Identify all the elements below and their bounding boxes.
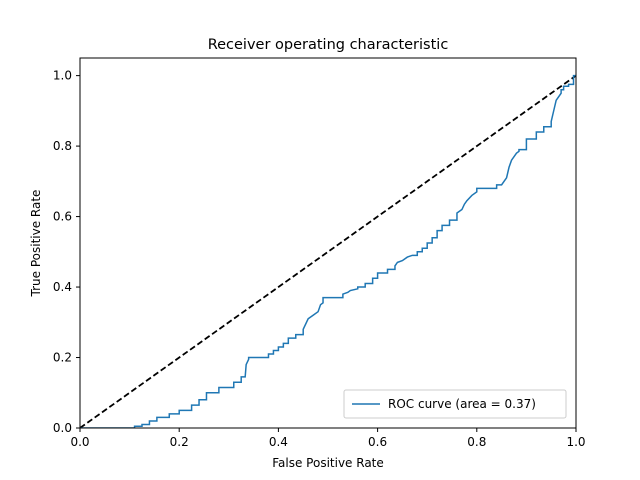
plot-layer	[80, 74, 576, 428]
x-tick-label: 0.8	[467, 435, 486, 449]
x-tick-label: 0.6	[368, 435, 387, 449]
legend: ROC curve (area = 0.37)	[343, 389, 567, 419]
y-tick-label: 1.0	[53, 69, 72, 83]
x-tick-label: 0.0	[70, 435, 89, 449]
roc-curve-line	[80, 74, 576, 428]
x-tick-label: 0.4	[269, 435, 288, 449]
axes-frame	[79, 57, 577, 429]
y-tick-label: 0.0	[53, 421, 72, 435]
chance-diagonal-line	[80, 74, 576, 428]
chart-title: Receiver operating characteristic	[208, 37, 449, 53]
y-axis-label: True Positive Rate	[29, 190, 43, 298]
x-axis-label: False Positive Rate	[272, 456, 384, 470]
x-tick-label: 0.2	[170, 435, 189, 449]
legend-box	[343, 389, 567, 419]
y-tick-label: 0.2	[53, 351, 72, 365]
legend-label-roc: ROC curve (area = 0.37)	[388, 397, 536, 411]
y-tick-label: 0.8	[53, 139, 72, 153]
y-tick-label: 0.6	[53, 210, 72, 224]
x-tick-label: 1.0	[566, 435, 585, 449]
y-tick-label: 0.4	[53, 280, 72, 294]
tick-layer: 0.0 0.2 0.4 0.6 0.8 1.0 0.0 0.2 0.4 0.6 0.8 1.0	[53, 69, 586, 449]
